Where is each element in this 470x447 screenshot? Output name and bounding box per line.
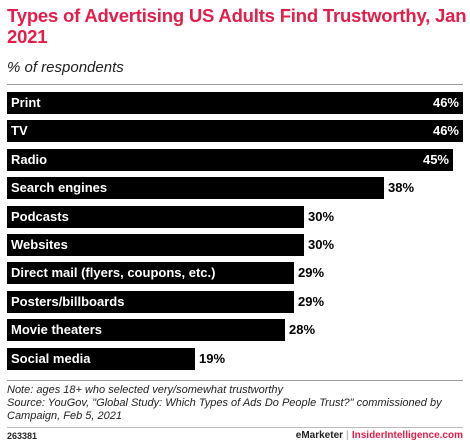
value-label: 29% xyxy=(298,294,325,309)
bar xyxy=(7,206,304,228)
category-label: Websites xyxy=(11,237,68,252)
bar xyxy=(7,177,384,199)
bar xyxy=(7,234,304,256)
value-label: 30% xyxy=(308,209,335,224)
brand-insider-intelligence: InsiderIntelligence.com xyxy=(351,430,463,441)
category-label: Posters/billboards xyxy=(11,294,125,309)
value-label: 46% xyxy=(432,95,459,110)
value-label: 46% xyxy=(432,123,459,138)
category-label: Direct mail (flyers, coupons, etc.) xyxy=(11,265,216,280)
category-label: TV xyxy=(11,123,28,138)
value-label: 45% xyxy=(422,152,449,167)
source-line: Source: YouGov, "Global Study: Which Typ… xyxy=(7,397,442,422)
value-label: 28% xyxy=(289,322,316,337)
category-label: Social media xyxy=(11,351,91,366)
value-label: 29% xyxy=(298,265,325,280)
bottom-divider xyxy=(7,380,463,381)
category-label: Movie theaters xyxy=(11,322,103,337)
value-label: 38% xyxy=(388,180,415,195)
note-line: Note: ages 18+ who selected very/somewha… xyxy=(7,384,284,396)
bar xyxy=(7,291,294,313)
category-label: Radio xyxy=(11,152,48,167)
bar xyxy=(7,149,453,171)
footer-divider xyxy=(7,427,463,428)
chart-id: 263381 xyxy=(7,431,38,441)
chart-subtitle: % of respondents xyxy=(7,59,124,76)
category-label: Search engines xyxy=(11,180,108,195)
brand-footer: eMarketer | InsiderIntelligence.com xyxy=(296,430,463,441)
chart-notes: Note: ages 18+ who selected very/somewha… xyxy=(7,384,463,423)
bar xyxy=(7,120,463,142)
chart-title: Types of Advertising US Adults Find Trus… xyxy=(7,5,467,47)
value-label: 30% xyxy=(308,237,335,252)
bar xyxy=(7,92,463,114)
brand-separator: | xyxy=(346,430,349,441)
category-label: Print xyxy=(11,95,41,110)
top-divider xyxy=(7,84,463,85)
brand-emarketer: eMarketer xyxy=(295,430,344,441)
value-label: 19% xyxy=(199,351,226,366)
category-label: Podcasts xyxy=(11,209,69,224)
bar xyxy=(7,319,285,341)
bar xyxy=(7,348,195,370)
bar xyxy=(7,262,294,284)
